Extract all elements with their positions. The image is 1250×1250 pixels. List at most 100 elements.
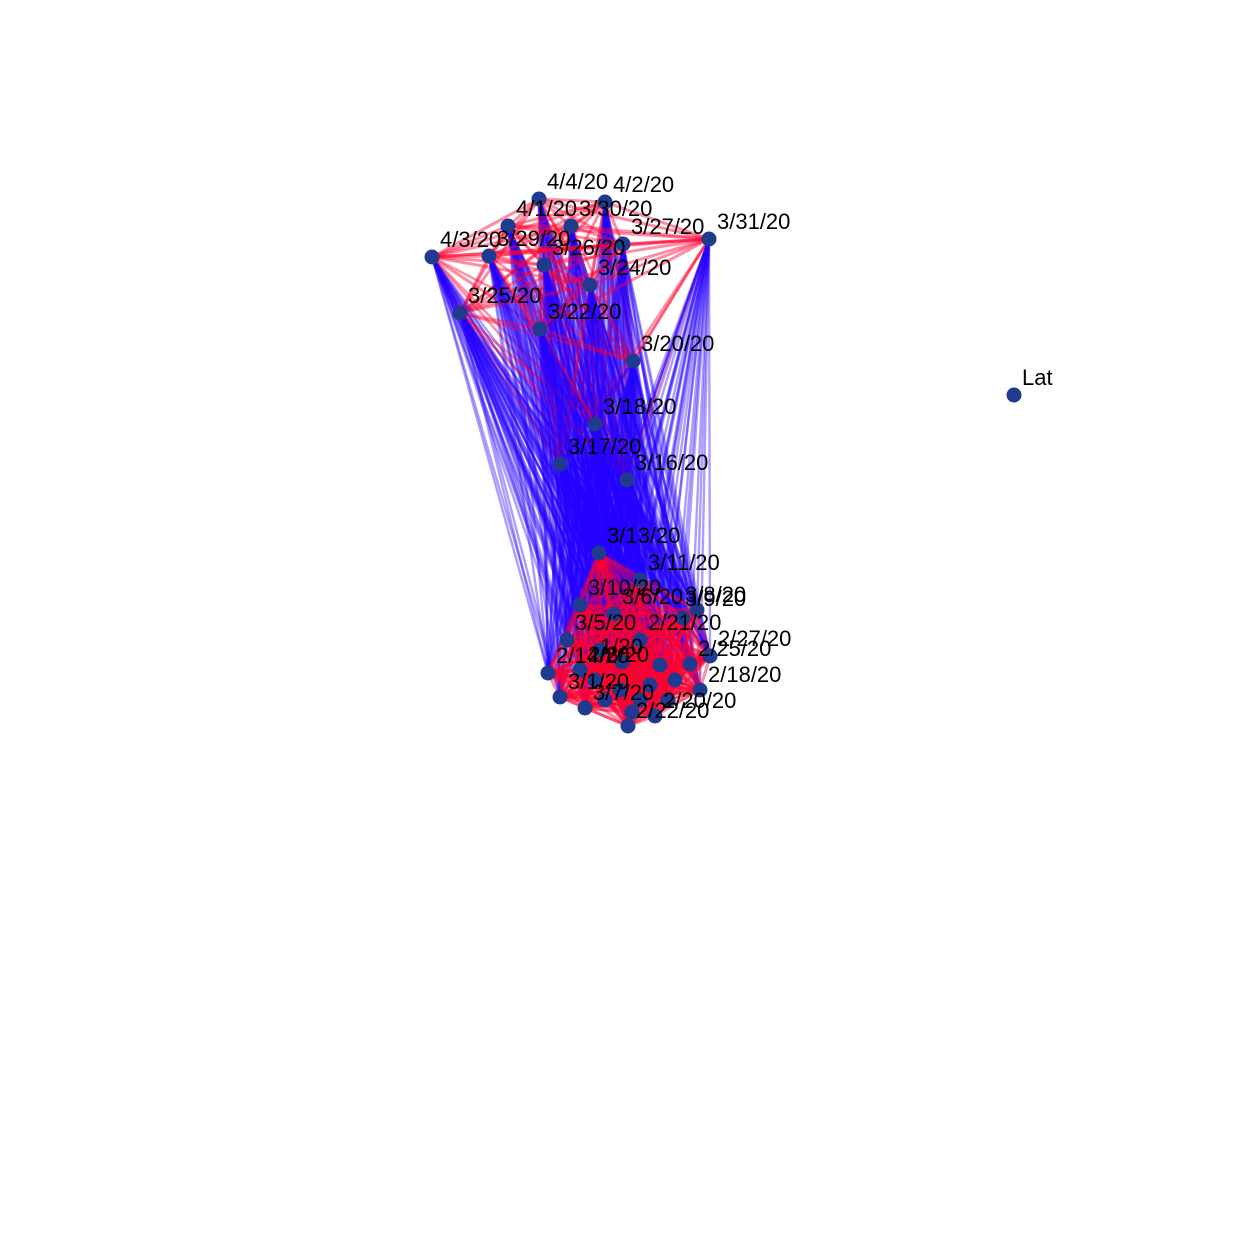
- edge: [569, 225, 662, 666]
- edge: [594, 678, 669, 702]
- edge: [431, 224, 509, 259]
- edge: [588, 284, 616, 615]
- edge: [584, 608, 698, 710]
- edge: [431, 256, 698, 611]
- edge: [539, 237, 710, 331]
- edge: [653, 663, 692, 717]
- edge: [558, 604, 582, 698]
- edge: [648, 617, 685, 686]
- edge: [621, 243, 662, 666]
- edge: [537, 198, 582, 671]
- edge: [588, 284, 624, 663]
- edge: [598, 649, 642, 701]
- node-label: 3/1/20: [568, 669, 629, 694]
- edge: [542, 264, 607, 701]
- edge: [542, 264, 677, 681]
- edge: [431, 197, 540, 259]
- graph-node: [660, 692, 676, 708]
- edge: [579, 603, 641, 642]
- graph-node: [606, 606, 622, 622]
- edge: [487, 255, 562, 698]
- edge: [558, 360, 635, 465]
- edge: [620, 579, 642, 663]
- node-label: 3/10/20: [588, 575, 661, 600]
- edge: [578, 201, 607, 671]
- edge: [681, 617, 692, 665]
- edge: [593, 423, 699, 611]
- edge: [593, 423, 642, 581]
- graph-node: [552, 456, 568, 472]
- edge: [538, 328, 582, 671]
- edge: [506, 225, 642, 701]
- edge: [559, 608, 698, 699]
- edge: [487, 255, 542, 330]
- edge: [588, 284, 699, 611]
- edge: [488, 200, 606, 258]
- edge: [620, 661, 657, 717]
- edge: [583, 552, 601, 709]
- edge: [588, 284, 602, 651]
- edge: [619, 662, 691, 692]
- graph-node: [632, 632, 648, 648]
- edge: [597, 552, 622, 691]
- edge: [538, 328, 624, 663]
- edge: [459, 311, 634, 363]
- edge: [431, 224, 572, 259]
- edge: [431, 255, 634, 363]
- edge: [583, 661, 624, 709]
- edge: [458, 225, 510, 314]
- edge: [599, 648, 661, 667]
- edge: [565, 225, 573, 641]
- edge: [558, 463, 569, 641]
- edge: [538, 197, 624, 246]
- edge: [569, 225, 642, 641]
- edge: [458, 312, 622, 691]
- edge: [593, 423, 662, 666]
- edge: [620, 661, 634, 713]
- edge: [538, 328, 677, 681]
- graph-node: [701, 231, 717, 247]
- edge: [603, 201, 670, 701]
- edge: [625, 479, 692, 665]
- edge: [583, 284, 592, 709]
- edge: [621, 660, 701, 692]
- edge: [559, 662, 691, 699]
- edge: [603, 201, 635, 362]
- edge: [597, 552, 607, 701]
- edge: [598, 243, 625, 651]
- edge: [537, 198, 592, 286]
- edge: [638, 238, 711, 581]
- edge: [673, 609, 699, 681]
- edge: [558, 463, 630, 727]
- edge: [542, 264, 642, 701]
- edge: [625, 479, 630, 727]
- graph-node: [689, 602, 705, 618]
- edge: [625, 479, 699, 611]
- edge: [613, 612, 701, 692]
- graph-node: [424, 249, 440, 265]
- edge: [537, 198, 652, 686]
- edge: [538, 328, 642, 701]
- edge: [603, 201, 657, 717]
- edge: [593, 243, 625, 681]
- graph-node: [540, 665, 556, 681]
- edge: [578, 201, 607, 606]
- edge: [597, 243, 625, 554]
- edge: [695, 238, 711, 611]
- edge: [506, 225, 562, 465]
- edge: [593, 423, 642, 701]
- edge: [620, 479, 629, 663]
- edge: [431, 256, 711, 657]
- edge: [626, 360, 635, 727]
- edge: [506, 225, 601, 554]
- edge: [542, 225, 573, 266]
- edge: [458, 312, 692, 665]
- edge: [507, 224, 710, 241]
- edge: [639, 662, 691, 702]
- edge: [597, 552, 602, 651]
- edge: [653, 617, 685, 717]
- edge: [638, 579, 677, 681]
- edge: [603, 613, 616, 701]
- edge: [546, 423, 597, 674]
- edge: [621, 616, 684, 664]
